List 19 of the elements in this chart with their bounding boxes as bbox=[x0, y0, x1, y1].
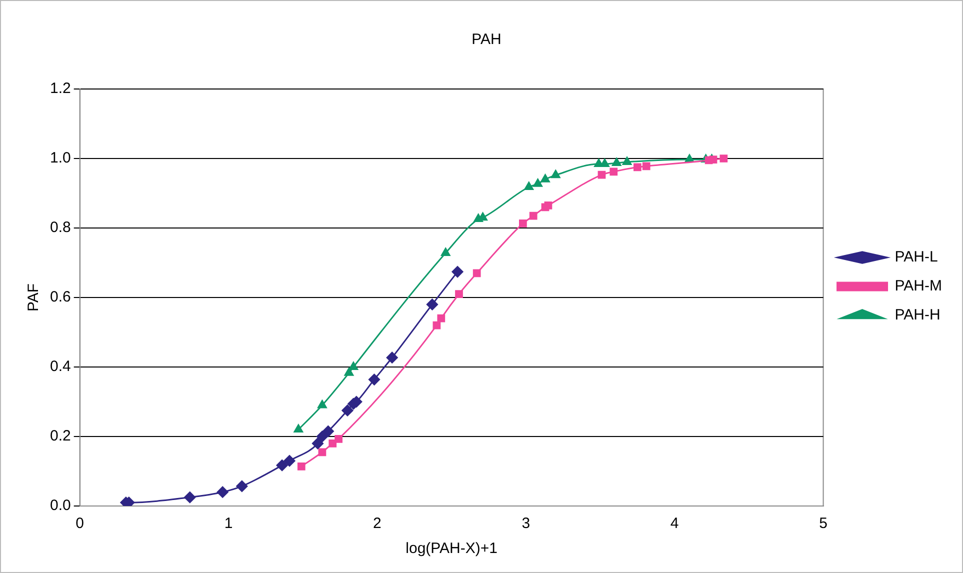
y-tick-label: 0.4 bbox=[50, 358, 71, 376]
legend-label: PAH-L bbox=[894, 248, 938, 266]
y-tick-label: 0.8 bbox=[50, 219, 71, 236]
x-tick-label: 3 bbox=[522, 515, 530, 532]
legend-label: PAH-H bbox=[894, 306, 940, 324]
x-tick-label: 5 bbox=[819, 515, 828, 532]
y-tick-label: 1.2 bbox=[50, 80, 71, 98]
legend-label: PAH-M bbox=[894, 278, 942, 295]
y-tick-label: 0.6 bbox=[50, 288, 71, 306]
x-axis-title: log(PAH-X)+1 bbox=[406, 540, 498, 558]
y-axis-title: PAF bbox=[25, 283, 42, 312]
chart-title: PAH bbox=[472, 31, 502, 48]
y-tick-label: 0.0 bbox=[50, 497, 71, 514]
y-tick-label: 1.0 bbox=[50, 150, 71, 167]
y-tick-label: 0.2 bbox=[50, 428, 71, 445]
x-tick-label: 1 bbox=[224, 515, 233, 532]
x-tick-label: 2 bbox=[373, 515, 382, 532]
x-tick-label: 0 bbox=[76, 515, 84, 532]
x-tick-label: 4 bbox=[670, 515, 679, 532]
